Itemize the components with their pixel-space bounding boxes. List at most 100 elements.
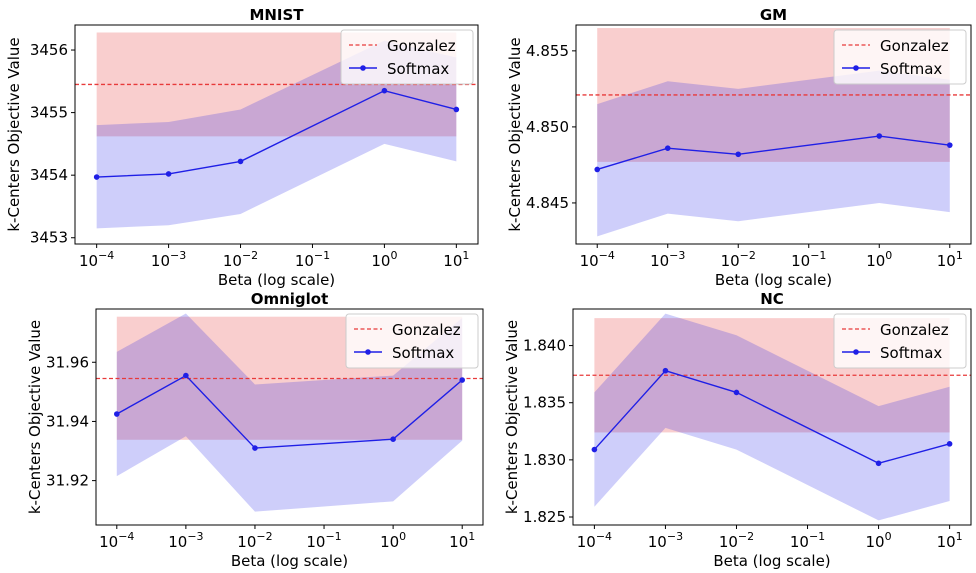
nc-y-tick-label: 1.840 xyxy=(523,337,566,355)
omniglot-softmax-point xyxy=(459,377,466,383)
omniglot-legend-gonzalez-label: Gonzalez xyxy=(392,321,461,339)
nc-x-tick-label: 10−1 xyxy=(790,530,825,551)
omniglot-legend-box xyxy=(345,313,479,369)
mnist-y-axis-label: k-Centers Objective Value xyxy=(5,37,23,231)
mnist-legend-softmax-marker xyxy=(360,65,366,71)
gm-x-axis-label: Beta (log scale) xyxy=(715,271,832,289)
omniglot-legend: Gonzalez Softmax xyxy=(345,313,479,369)
gm-y-tick-label: 4.850 xyxy=(526,118,569,136)
mnist-x-tick-label: 100 xyxy=(371,249,397,270)
gm-softmax-point xyxy=(664,145,671,151)
nc-y-tick-label: 1.835 xyxy=(523,394,566,412)
mnist-x-axis-label: Beta (log scale) xyxy=(218,271,335,289)
mnist-y-tick-label: 3456 xyxy=(30,41,68,59)
mnist-axes-frame xyxy=(74,24,479,245)
nc-softmax-point xyxy=(733,389,740,396)
gm-x-tick-label: 10−4 xyxy=(580,249,615,270)
omniglot-legend-softmax-marker xyxy=(365,349,371,355)
gm-softmax-point xyxy=(594,166,601,173)
nc-x-tick-label: 100 xyxy=(866,530,892,551)
omniglot-y-tick-label: 31.92 xyxy=(46,472,89,490)
mnist-softmax-band xyxy=(96,40,457,229)
mnist-title: MNIST xyxy=(249,6,304,24)
nc-title: NC xyxy=(760,290,784,308)
nc-legend-softmax-label: Softmax xyxy=(880,344,942,362)
omniglot-y-tick-label: 31.96 xyxy=(46,353,89,371)
gm-y-axis-label: k-Centers Objective Value xyxy=(506,37,524,231)
mnist-subplot: 10−4 10−3 10−2 10−1 100 101 3453 3454 3455 3456 MN… xyxy=(5,6,479,289)
omniglot-softmax-point xyxy=(183,372,189,379)
gm-y-tick-label: 4.855 xyxy=(526,42,569,60)
omniglot-x-axis-label: Beta (log scale) xyxy=(231,552,348,569)
nc-x-tick-label: 10−2 xyxy=(719,530,754,551)
nc-x-tick-label: 10−4 xyxy=(577,530,612,551)
gm-x-tick-label: 10−1 xyxy=(791,249,826,270)
mnist-legend-softmax-label: Softmax xyxy=(387,60,449,78)
gm-softmax-point xyxy=(735,151,742,158)
omniglot-x-tick-label: 10−3 xyxy=(168,530,203,551)
gm-softmax-band xyxy=(597,70,950,237)
nc-softmax-point xyxy=(662,367,669,374)
omniglot-x-tick-label: 100 xyxy=(380,530,406,551)
gm-softmax-point xyxy=(946,142,953,148)
omniglot-softmax-point xyxy=(252,445,258,451)
nc-legend-box xyxy=(833,313,967,369)
gm-x-tick-label: 10−3 xyxy=(650,249,685,270)
mnist-softmax-point xyxy=(165,171,172,177)
nc-y-axis-label: k-Centers Objective Value xyxy=(503,320,521,514)
nc-x-tick-label: 10−3 xyxy=(648,530,683,551)
mnist-softmax-point xyxy=(237,158,244,165)
gm-y-tick-label: 4.845 xyxy=(526,194,569,212)
omniglot-x-tick-label: 10−4 xyxy=(99,530,134,551)
omniglot-y-axis-label: k-Centers Objective Value xyxy=(26,320,44,514)
nc-legend-softmax-marker xyxy=(853,349,859,355)
omniglot-subplot: 10−4 10−3 10−2 10−1 100 101 31.92 31.94 31.96 Omn… xyxy=(26,290,484,570)
omniglot-x-tick-label: 101 xyxy=(449,530,475,551)
mnist-legend: Gonzalez Softmax xyxy=(340,29,474,85)
nc-legend-gonzalez-label: Gonzalez xyxy=(880,321,949,339)
omniglot-legend-softmax-label: Softmax xyxy=(392,344,454,362)
omniglot-title: Omniglot xyxy=(251,290,329,308)
nc-x-axis-label: Beta (log scale) xyxy=(713,552,830,569)
gm-legend-gonzalez-label: Gonzalez xyxy=(880,37,949,55)
gm-legend-softmax-label: Softmax xyxy=(880,60,942,78)
mnist-y-tick-label: 3455 xyxy=(30,104,68,122)
gm-legend-softmax-marker xyxy=(853,65,859,71)
mnist-x-tick-label: 10−3 xyxy=(151,249,186,270)
mnist-softmax-point xyxy=(453,106,460,113)
mnist-legend-box xyxy=(340,29,474,85)
mnist-y-tick-label: 3454 xyxy=(30,166,68,184)
gm-title: GM xyxy=(760,6,787,24)
mnist-y-tick-label: 3453 xyxy=(30,229,68,247)
nc-softmax-point xyxy=(591,446,598,453)
mnist-softmax-point xyxy=(381,87,388,94)
mnist-x-tick-label: 101 xyxy=(443,249,469,270)
gm-x-tick-label: 10−2 xyxy=(721,249,756,270)
mnist-x-tick-label: 10−2 xyxy=(223,249,258,270)
nc-axes-frame xyxy=(572,308,972,526)
nc-subplot: 10−4 10−3 10−2 10−1 100 101 1.825 1.830 1.835 1.8… xyxy=(503,290,972,570)
mnist-x-tick-label: 10−4 xyxy=(79,249,114,270)
mnist-legend-gonzalez-label: Gonzalez xyxy=(387,37,456,55)
gm-axes-frame xyxy=(575,24,972,245)
omniglot-axes-frame xyxy=(95,308,484,526)
mnist-x-tick-label: 10−1 xyxy=(295,249,330,270)
gm-softmax-point xyxy=(876,133,883,139)
omniglot-x-tick-label: 10−1 xyxy=(306,530,341,551)
gm-x-tick-label: 101 xyxy=(937,249,963,270)
nc-x-tick-label: 101 xyxy=(937,530,963,551)
omniglot-y-tick-label: 31.94 xyxy=(46,412,89,430)
nc-softmax-point xyxy=(946,441,953,447)
nc-y-tick-label: 1.830 xyxy=(523,451,566,469)
gm-legend: Gonzalez Softmax xyxy=(833,29,967,85)
nc-softmax-band xyxy=(594,313,950,521)
omniglot-softmax-point xyxy=(113,411,120,417)
gm-subplot: 10−4 10−3 10−2 10−1 100 101 4.845 4.850 4.855 GM B… xyxy=(506,6,972,289)
omniglot-softmax-band xyxy=(116,313,463,512)
nc-y-tick-label: 1.825 xyxy=(523,508,566,526)
nc-softmax-point xyxy=(875,460,882,467)
mnist-softmax-point xyxy=(93,174,100,180)
nc-legend: Gonzalez Softmax xyxy=(833,313,967,369)
